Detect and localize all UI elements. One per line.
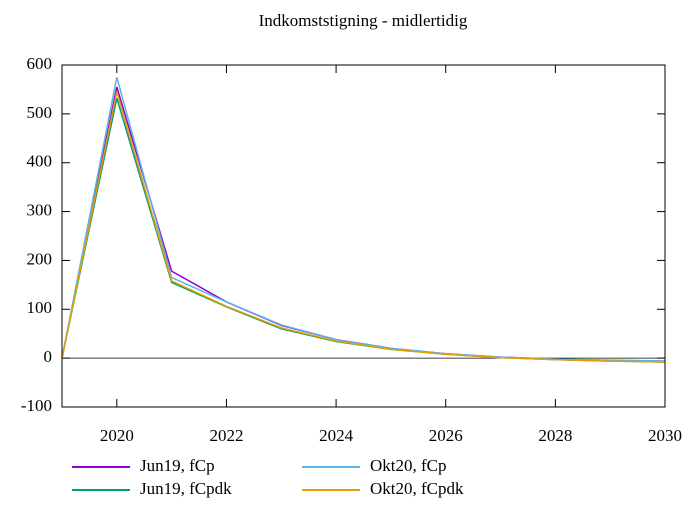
y-tick-label: 300 <box>27 200 53 219</box>
y-tick-label: -100 <box>21 396 52 415</box>
legend-label: Okt20, fCp <box>370 456 447 475</box>
x-tick-label: 2020 <box>100 426 134 445</box>
legend-label: Jun19, fCpdk <box>140 479 232 498</box>
chart-title: Indkomststigning - midlertidig <box>259 11 468 30</box>
y-tick-label: 100 <box>27 298 53 317</box>
y-tick-label: 500 <box>27 103 53 122</box>
y-tick-label: 200 <box>27 249 53 268</box>
series-line <box>61 91 666 363</box>
x-tick-label: 2028 <box>538 426 572 445</box>
y-tick-label: 600 <box>27 54 53 73</box>
x-tick-label: 2024 <box>319 426 354 445</box>
x-tick-label: 2026 <box>429 426 463 445</box>
y-tick-label: 0 <box>44 347 53 366</box>
legend-label: Jun19, fCp <box>140 456 215 475</box>
x-tick-label: 2022 <box>209 426 243 445</box>
series-line <box>61 98 666 363</box>
x-tick-label: 2030 <box>648 426 682 445</box>
legend-label: Okt20, fCpdk <box>370 479 464 498</box>
series-line <box>61 86 666 362</box>
y-tick-label: 400 <box>27 152 53 171</box>
plot-border <box>61 64 666 408</box>
